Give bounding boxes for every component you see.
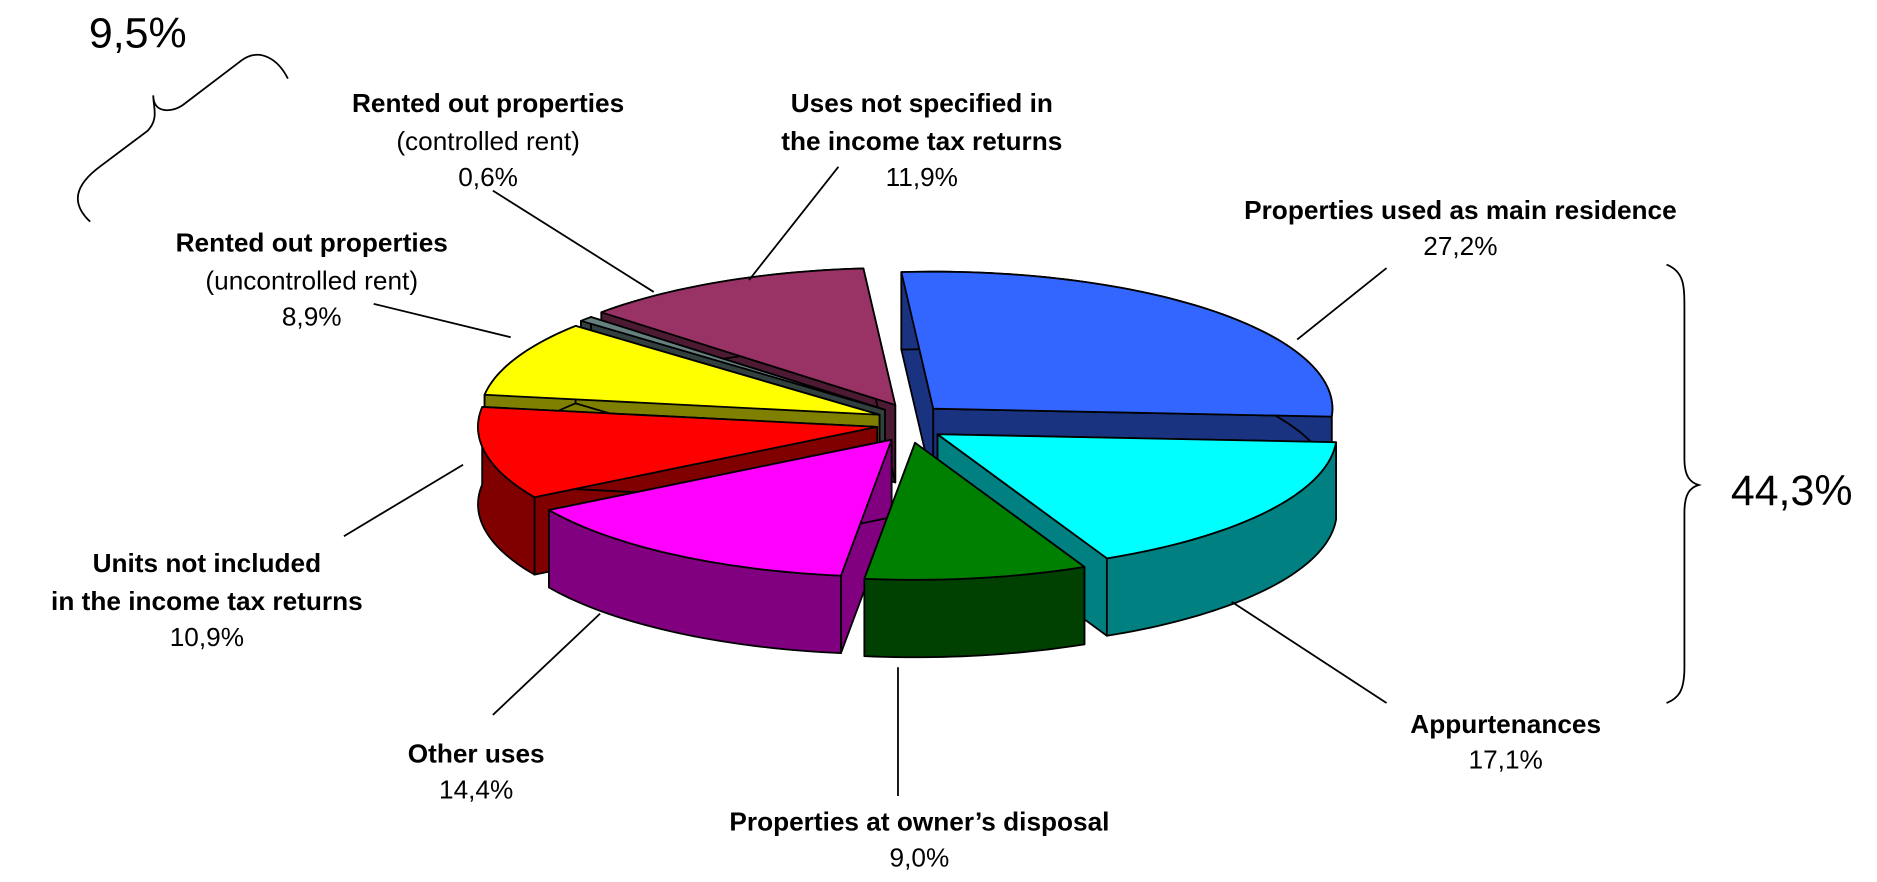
annotation: 9,5% [89,10,187,58]
slice-note: (uncontrolled rent) [205,266,418,296]
slice-top [936,433,1337,560]
slice-label: in the income tax returns [51,586,363,616]
slice-top [580,316,886,411]
slice [548,438,893,655]
annotation: 44,3% [1731,467,1853,515]
slice-top [863,441,1086,581]
value-label: 10,9% [170,622,244,652]
value-label: 9,0% [890,842,950,872]
leader-line [492,613,601,716]
slice-top [900,270,1334,418]
leader-line [492,189,655,293]
value-label: 27,2% [1423,231,1497,261]
leader-line [373,302,511,339]
pie [477,267,1337,659]
slice-label: Properties at owner’s disposal [729,807,1109,837]
slice-note: (controlled rent) [396,126,580,156]
value-label: 11,9% [886,162,958,192]
slice-top [548,438,893,577]
leader-line [343,463,464,537]
slice-top [477,406,879,499]
slice-top [600,267,897,406]
leader-line [1231,600,1388,704]
slice-label: Rented out properties [352,88,624,118]
slice-label: Units not included [93,548,322,578]
bracket [76,54,289,223]
value-label: 0,6% [458,162,518,192]
leader-line [1296,267,1388,341]
slice-label: the income tax returns [781,126,1062,156]
slice-top [483,325,881,416]
slice-label: Properties used as main residence [1244,195,1677,225]
bracket [1666,263,1702,704]
value-label: 8,9% [282,301,342,331]
slice-label: Appurtenances [1410,709,1601,739]
slice [863,441,1086,659]
slice-label: Other uses [408,739,545,769]
value-label: 17,1% [1469,745,1543,775]
slice-label: Rented out properties [176,227,448,257]
leader-line [748,166,840,281]
slice-label: Uses not specified in [791,88,1053,118]
value-label: 14,4% [439,774,513,804]
